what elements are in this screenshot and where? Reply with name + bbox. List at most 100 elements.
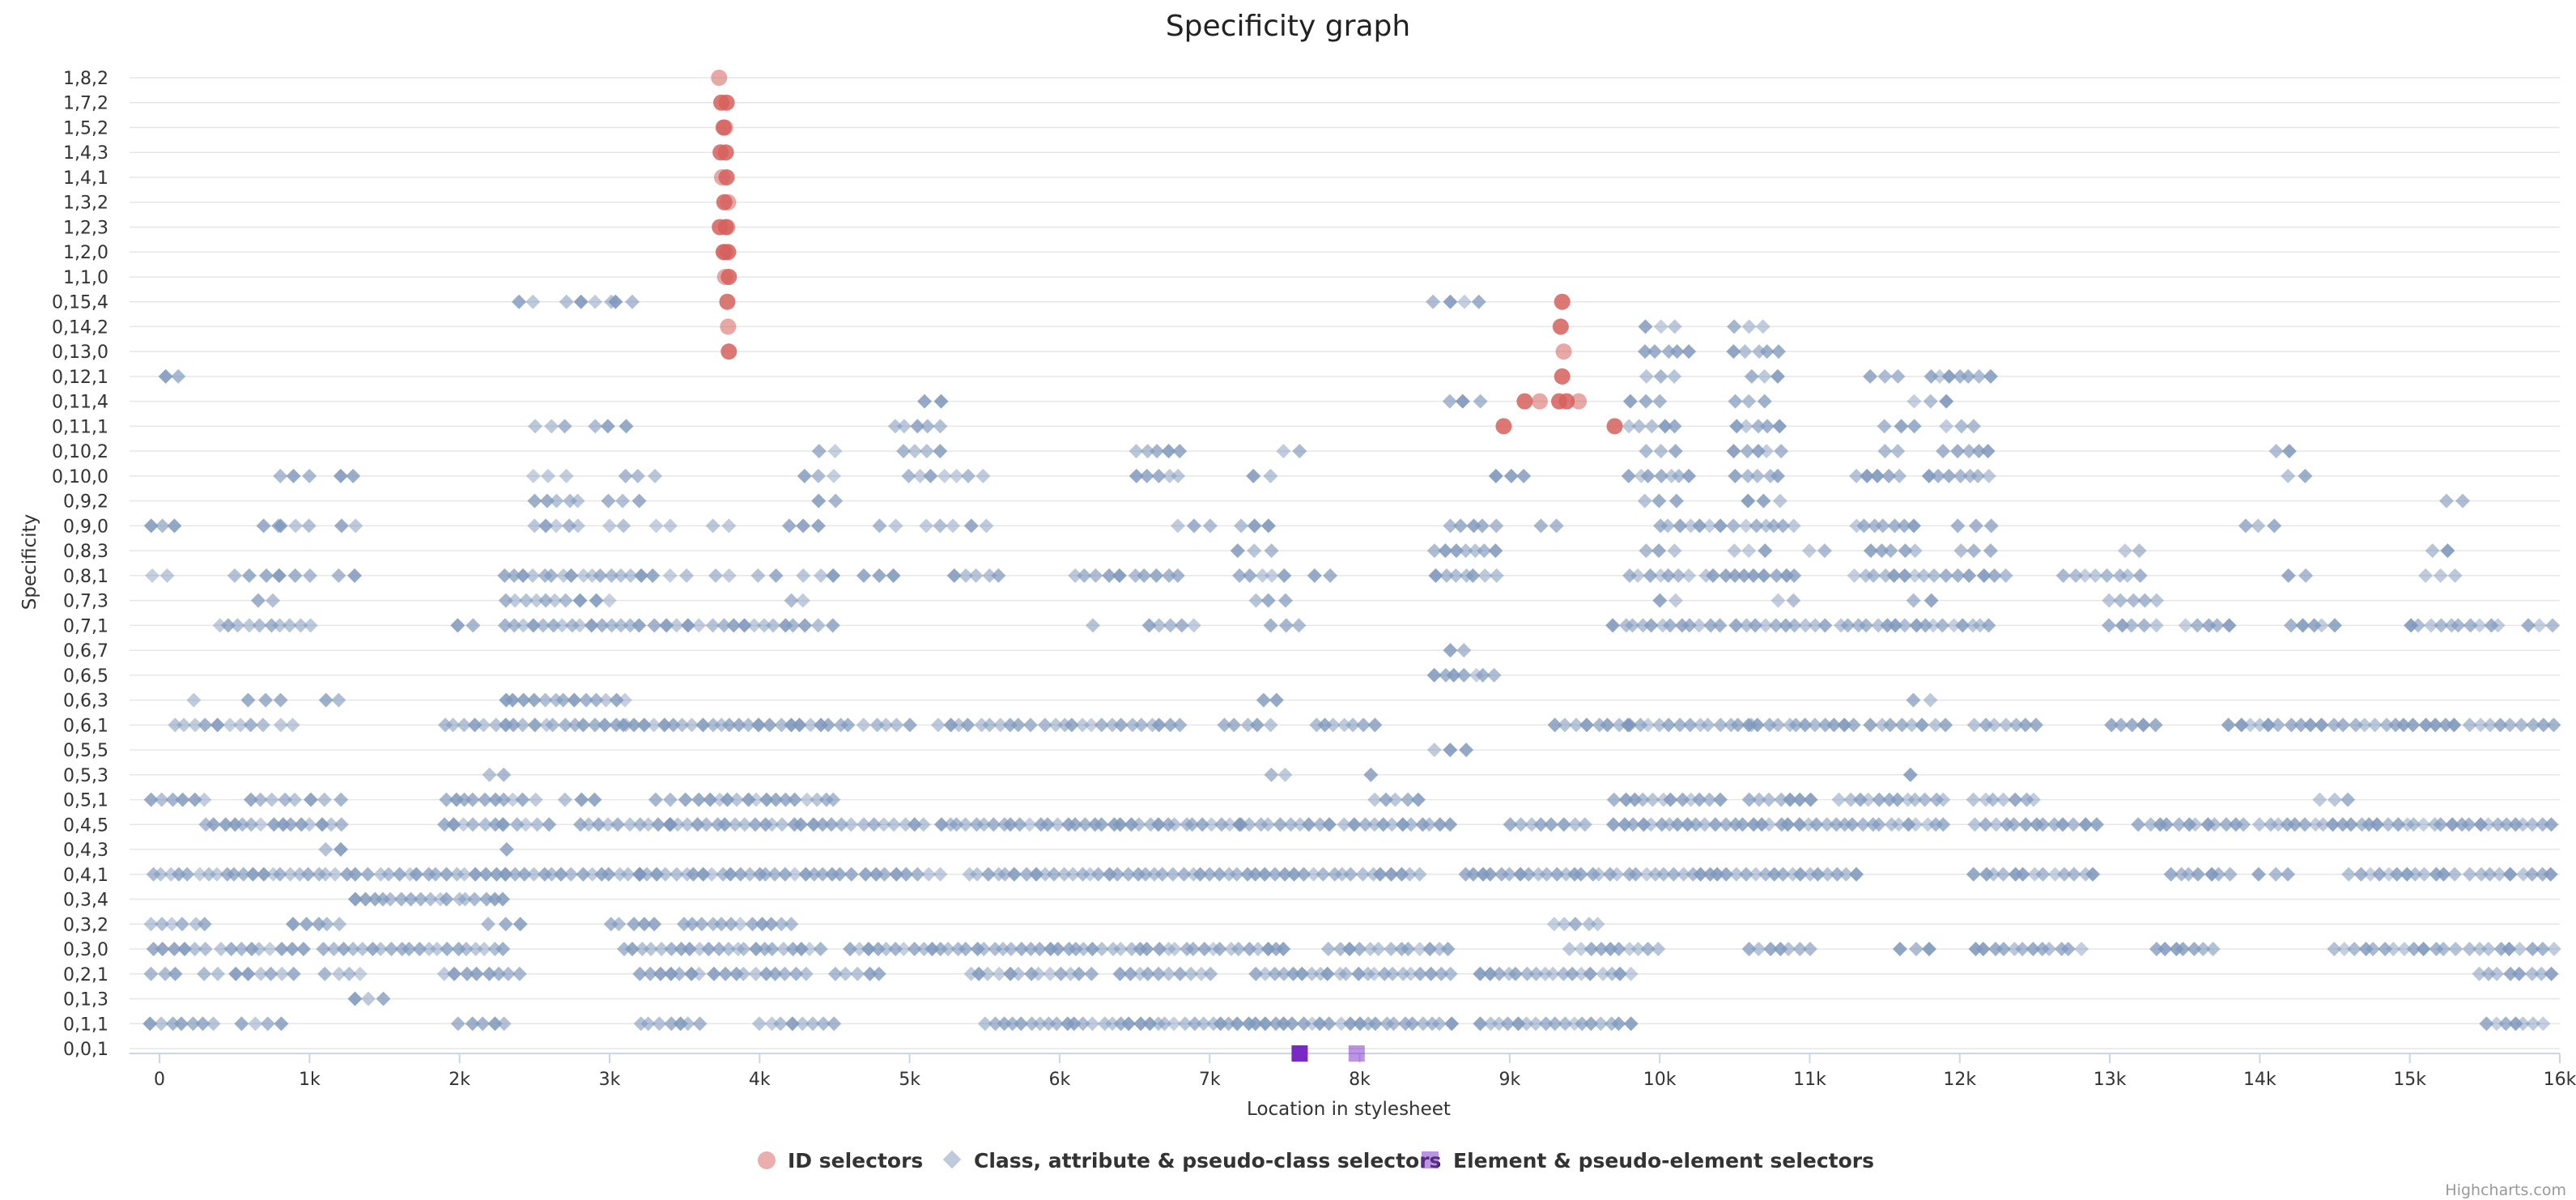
y-tick-label: 0,2,1 [63, 965, 108, 985]
class-point [587, 717, 602, 733]
class-point [456, 817, 471, 832]
class-point [1269, 692, 1284, 708]
class-point [1172, 717, 1188, 733]
class-point [678, 792, 693, 807]
class-point [2325, 817, 2340, 832]
class-point [718, 966, 733, 981]
class-point [2008, 866, 2023, 882]
class-point [832, 866, 848, 882]
class-point [334, 792, 349, 807]
class-point [1593, 1016, 1609, 1032]
class-point [1071, 966, 1086, 981]
class-point [1923, 368, 1939, 384]
class-point [1140, 444, 1155, 459]
class-point [1167, 942, 1182, 957]
class-point [1040, 817, 1056, 832]
class-point [1809, 817, 1824, 832]
legend-item-id[interactable]: ID selectors [758, 1149, 923, 1172]
class-point [1643, 568, 1658, 583]
class-point [1276, 966, 1291, 981]
credits-link[interactable]: Highcharts.com [2445, 1181, 2566, 1199]
class-point [1029, 866, 1044, 882]
class-point [1248, 866, 1263, 882]
class-point [2446, 717, 2462, 733]
class-point [1167, 817, 1182, 832]
class-point [1129, 468, 1144, 483]
class-point [1128, 568, 1143, 583]
class-point [2433, 817, 2448, 832]
class-point [1675, 792, 1690, 807]
class-point [1465, 568, 1481, 583]
class-point [274, 966, 290, 981]
legend-item-class[interactable]: Class, attribute & pseudo-class selector… [942, 1149, 1442, 1172]
class-point [212, 618, 227, 633]
class-point [253, 792, 268, 807]
class-point [1263, 717, 1278, 733]
class-point [704, 866, 720, 882]
class-point [1660, 568, 1676, 583]
class-point [716, 866, 731, 882]
class-point [1707, 817, 1723, 832]
class-point [1739, 618, 1754, 633]
class-point [1681, 618, 1697, 633]
class-point [603, 917, 618, 932]
class-point [1752, 344, 1767, 360]
class-point [910, 866, 925, 882]
class-point [767, 866, 782, 882]
class-point [604, 568, 619, 583]
class-point [1276, 1016, 1291, 1032]
class-point [1874, 717, 1889, 733]
class-point [1633, 717, 1648, 733]
class-point [334, 518, 349, 534]
class-point [1149, 568, 1164, 583]
class-point [608, 294, 623, 309]
class-point [856, 568, 871, 583]
class-point [1906, 518, 1922, 534]
class-point [601, 493, 616, 509]
legend-item-element[interactable]: Element & pseudo-element selectors [1422, 1149, 1874, 1172]
class-point [997, 1016, 1012, 1032]
class-point [1121, 1016, 1137, 1032]
class-point [1453, 518, 1469, 534]
class-point [1233, 817, 1248, 832]
class-point [1443, 743, 1458, 758]
class-point [2284, 618, 2299, 633]
class-point [275, 817, 291, 832]
class-point [2132, 543, 2147, 559]
class-point [558, 593, 573, 608]
class-point [1482, 966, 1498, 981]
class-point [2074, 942, 2089, 957]
class-point [2526, 717, 2541, 733]
class-point [262, 942, 278, 957]
class-point [1923, 394, 1938, 409]
class-point [764, 942, 780, 957]
class-point [333, 468, 348, 483]
class-point [672, 966, 687, 981]
class-point [1727, 319, 1742, 334]
class-point [665, 717, 681, 733]
class-point [1075, 866, 1090, 882]
class-point [977, 1016, 993, 1032]
class-point [923, 468, 938, 483]
class-point [778, 792, 793, 807]
class-point [623, 568, 639, 583]
class-point [2028, 717, 2043, 733]
class-point [288, 518, 304, 534]
class-point [2099, 568, 2115, 583]
class-point [1756, 493, 1771, 509]
y-tick-label: 0,4,5 [63, 815, 108, 836]
class-point [871, 966, 886, 981]
class-point [1741, 319, 1757, 334]
class-point [826, 792, 841, 807]
class-point [949, 468, 964, 483]
class-point [1346, 817, 1362, 832]
class-point [512, 294, 527, 309]
class-point [774, 717, 789, 733]
class-point [684, 717, 699, 733]
class-point [1050, 942, 1065, 957]
class-point [393, 891, 409, 907]
class-point [1981, 468, 1996, 483]
class-point [282, 618, 297, 633]
class-point [663, 966, 678, 981]
class-point [834, 817, 849, 832]
